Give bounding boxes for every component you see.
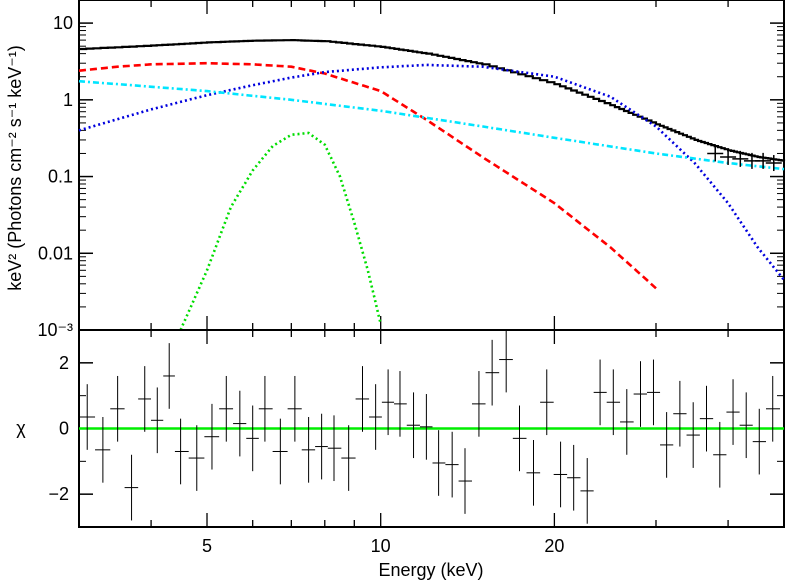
y-tick-label: 10⁻³: [37, 320, 73, 340]
res-y-tick-label: 0: [59, 419, 69, 439]
y-tick-label: 0.01: [38, 243, 73, 263]
spectrum-y-ticks: 10⁻³ 0.01 0.1 1 10: [37, 0, 785, 340]
x-tick-label: 20: [544, 536, 564, 556]
x-tick-label: 10: [371, 536, 391, 556]
model-component-line-0: [79, 39, 786, 162]
spectrum-series: [78, 39, 786, 331]
model-component-line-1: [78, 61, 657, 290]
model-component-line-3: [78, 79, 785, 171]
res-y-tick-label: −2: [48, 484, 69, 504]
x-axis-label: Energy (keV): [378, 560, 483, 580]
residual-y-axis-label: χ: [16, 418, 26, 438]
model-component-line-4: [179, 131, 382, 331]
residual-points: [79, 330, 781, 524]
spectrum-panel: 10⁻³ 0.01 0.1 1 10 keV² (Photons cm⁻² s⁻¹ ke…: [5, 0, 786, 340]
residual-panel: −2 0 2 5 10 20 χ Energy (keV): [16, 329, 785, 580]
y-tick-label: 1: [63, 90, 73, 110]
x-tick-label: 5: [202, 536, 212, 556]
spectrum-frame: [78, 0, 785, 331]
res-y-tick-label: 2: [59, 353, 69, 373]
y-tick-label: 10: [53, 13, 73, 33]
model-component-line-2: [78, 63, 786, 281]
residual-ticks: −2 0 2 5 10 20: [48, 329, 785, 556]
spectrum-y-axis-label: keV² (Photons cm⁻² s⁻¹ keV⁻¹): [5, 45, 25, 291]
y-tick-label: 0.1: [48, 167, 73, 187]
spectrum-data-points: [707, 145, 782, 172]
